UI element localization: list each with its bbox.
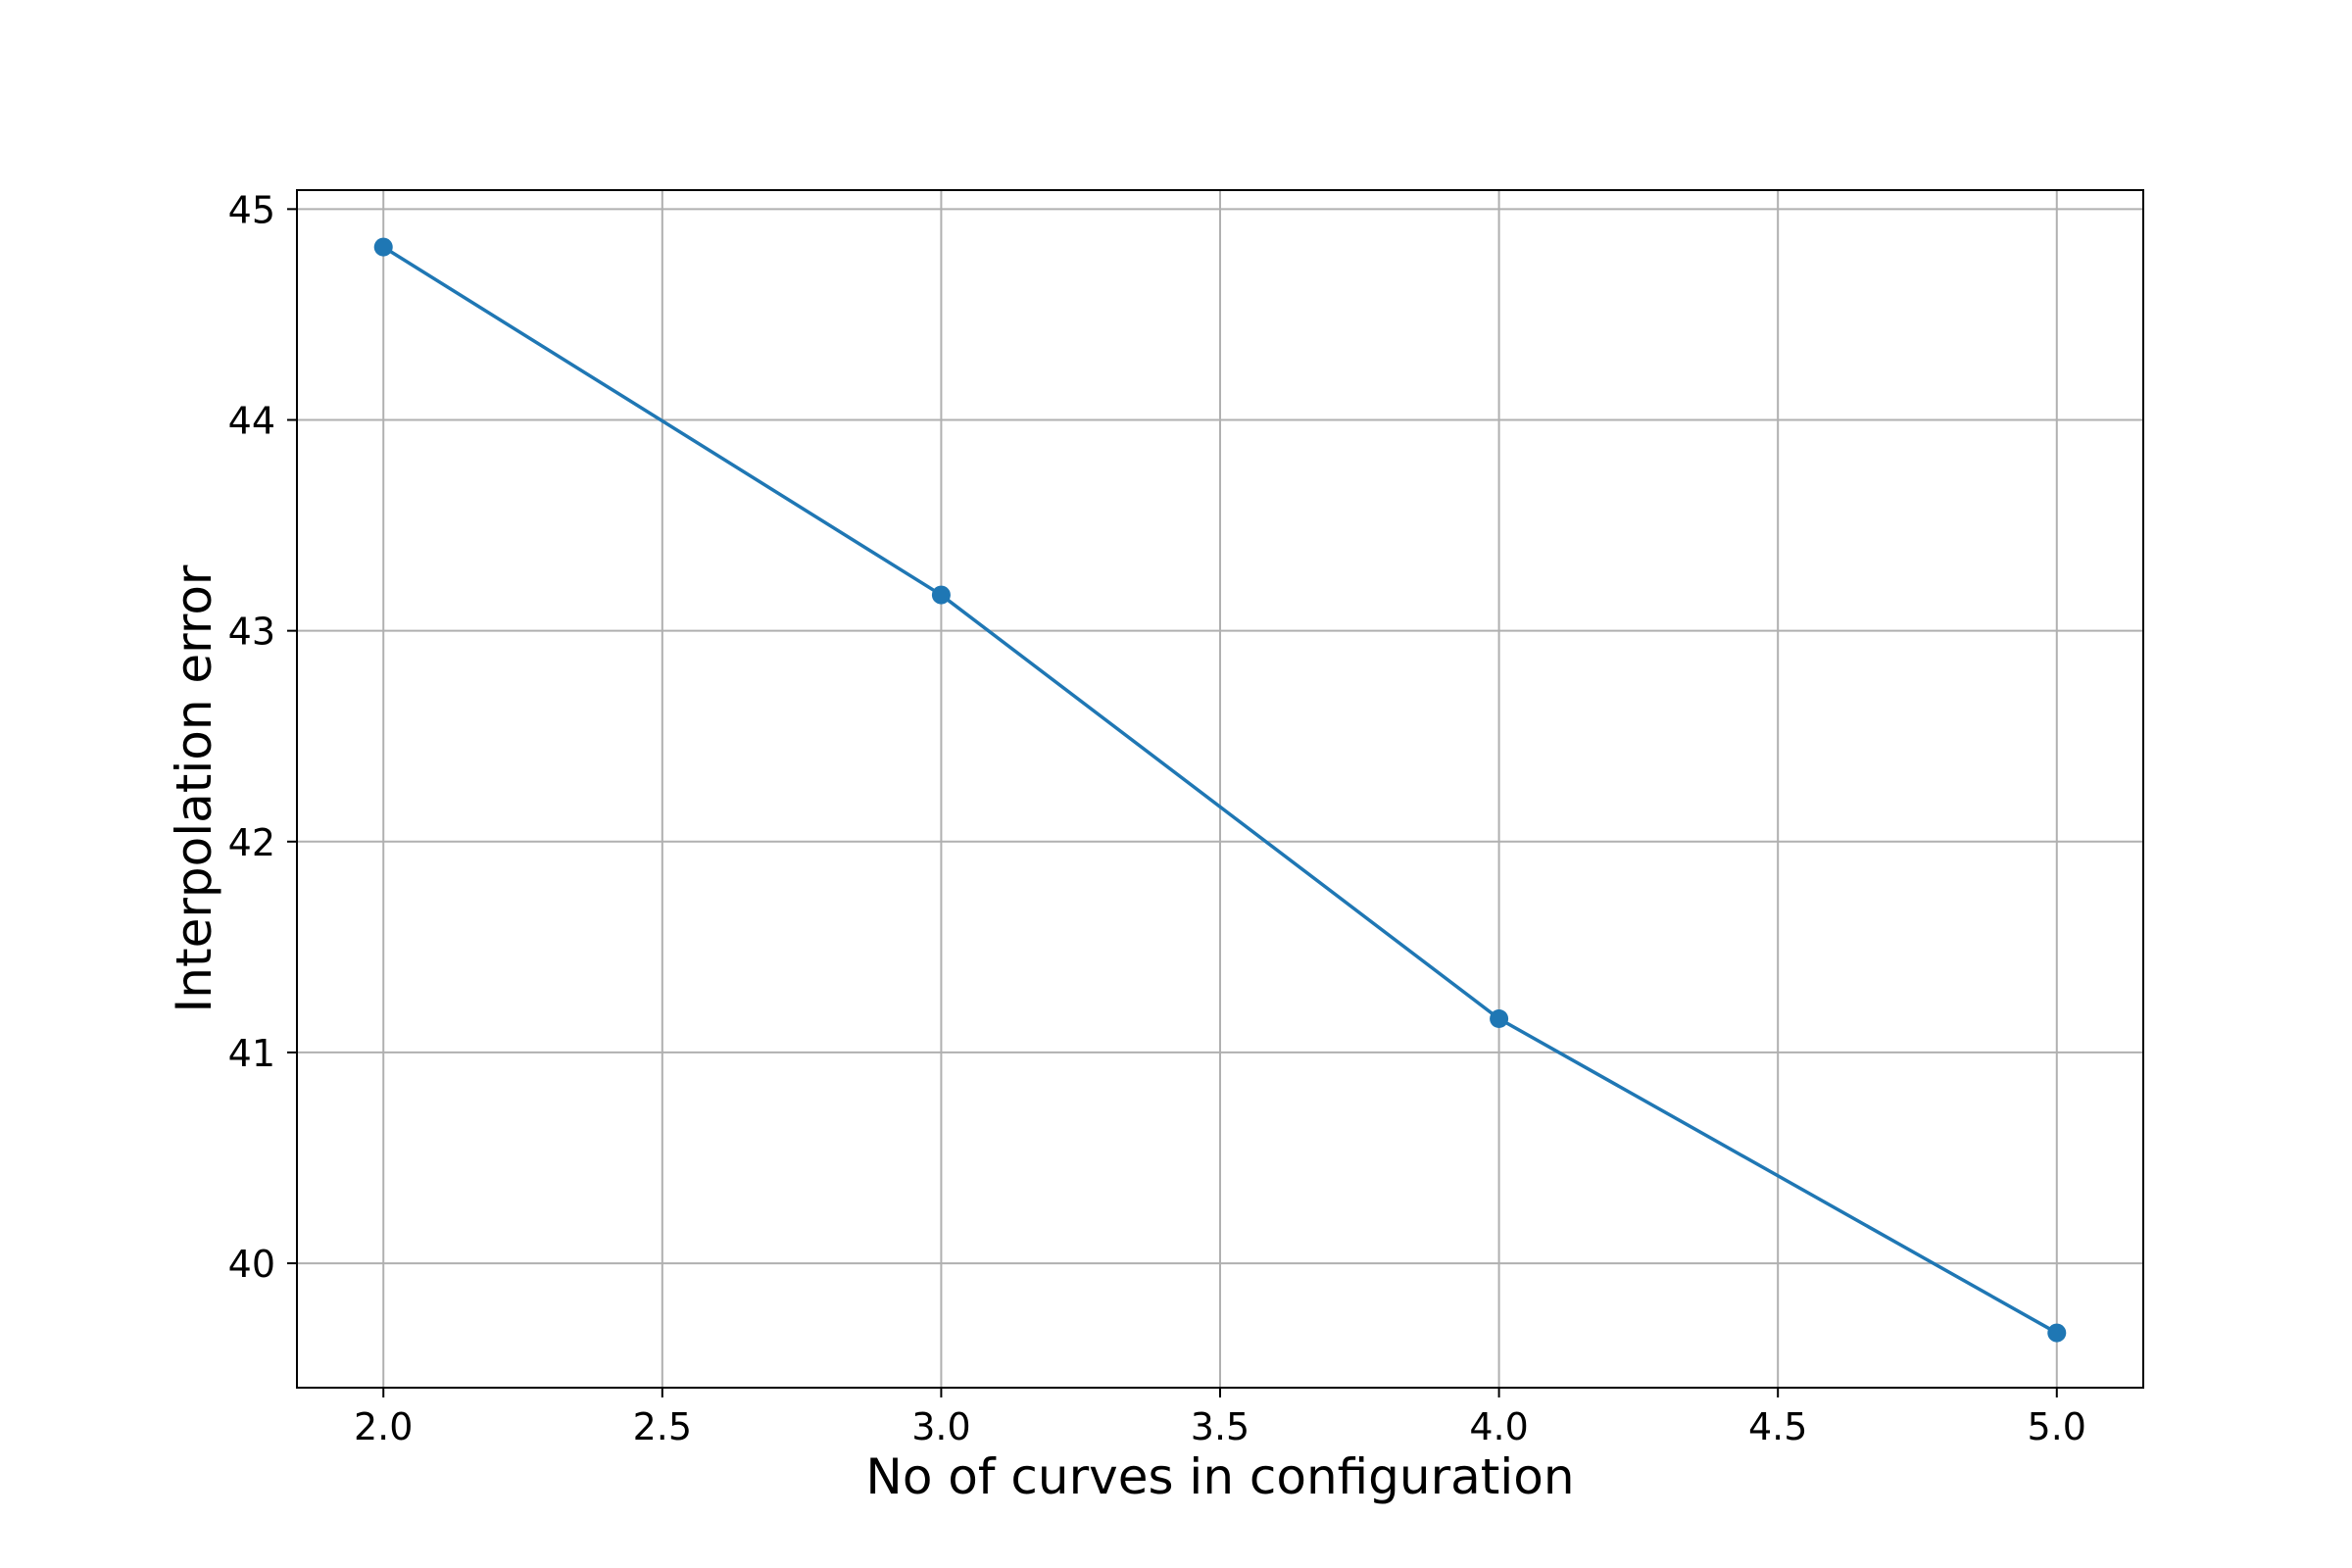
- data-point: [1490, 1009, 1509, 1029]
- y-axis-title: Interpolation error: [166, 564, 222, 1012]
- y-tick-label: 42: [228, 821, 275, 864]
- y-tick-label: 40: [228, 1243, 275, 1286]
- x-tick-label: 2.5: [633, 1405, 692, 1448]
- x-tick-label: 3.0: [911, 1405, 970, 1448]
- y-tick-label: 45: [228, 188, 275, 231]
- x-tick-label: 5.0: [2028, 1405, 2086, 1448]
- y-tick-label: 43: [228, 611, 275, 654]
- axis-ticks: [287, 208, 2058, 1397]
- series-line-group: [373, 237, 2067, 1343]
- x-tick-label: 4.0: [1469, 1405, 1528, 1448]
- data-point: [373, 237, 393, 257]
- grid-lines: [297, 190, 2143, 1388]
- data-point: [931, 585, 951, 605]
- x-tick-label: 2.0: [354, 1405, 413, 1448]
- x-axis-title: No of curves in configuration: [865, 1448, 1574, 1505]
- data-point: [2047, 1323, 2067, 1343]
- series-line: [382, 245, 2058, 1335]
- x-tick-label: 3.5: [1191, 1405, 1250, 1448]
- tick-labels: 2.0 2.5 3.0 3.5 4.0 4.5 5.0 40 41 42 43 44 45: [228, 188, 2086, 1448]
- y-tick-label: 41: [228, 1032, 275, 1075]
- x-tick-label: 4.5: [1748, 1405, 1807, 1448]
- y-tick-label: 44: [228, 400, 275, 443]
- plot-area-frame: [296, 189, 2144, 1389]
